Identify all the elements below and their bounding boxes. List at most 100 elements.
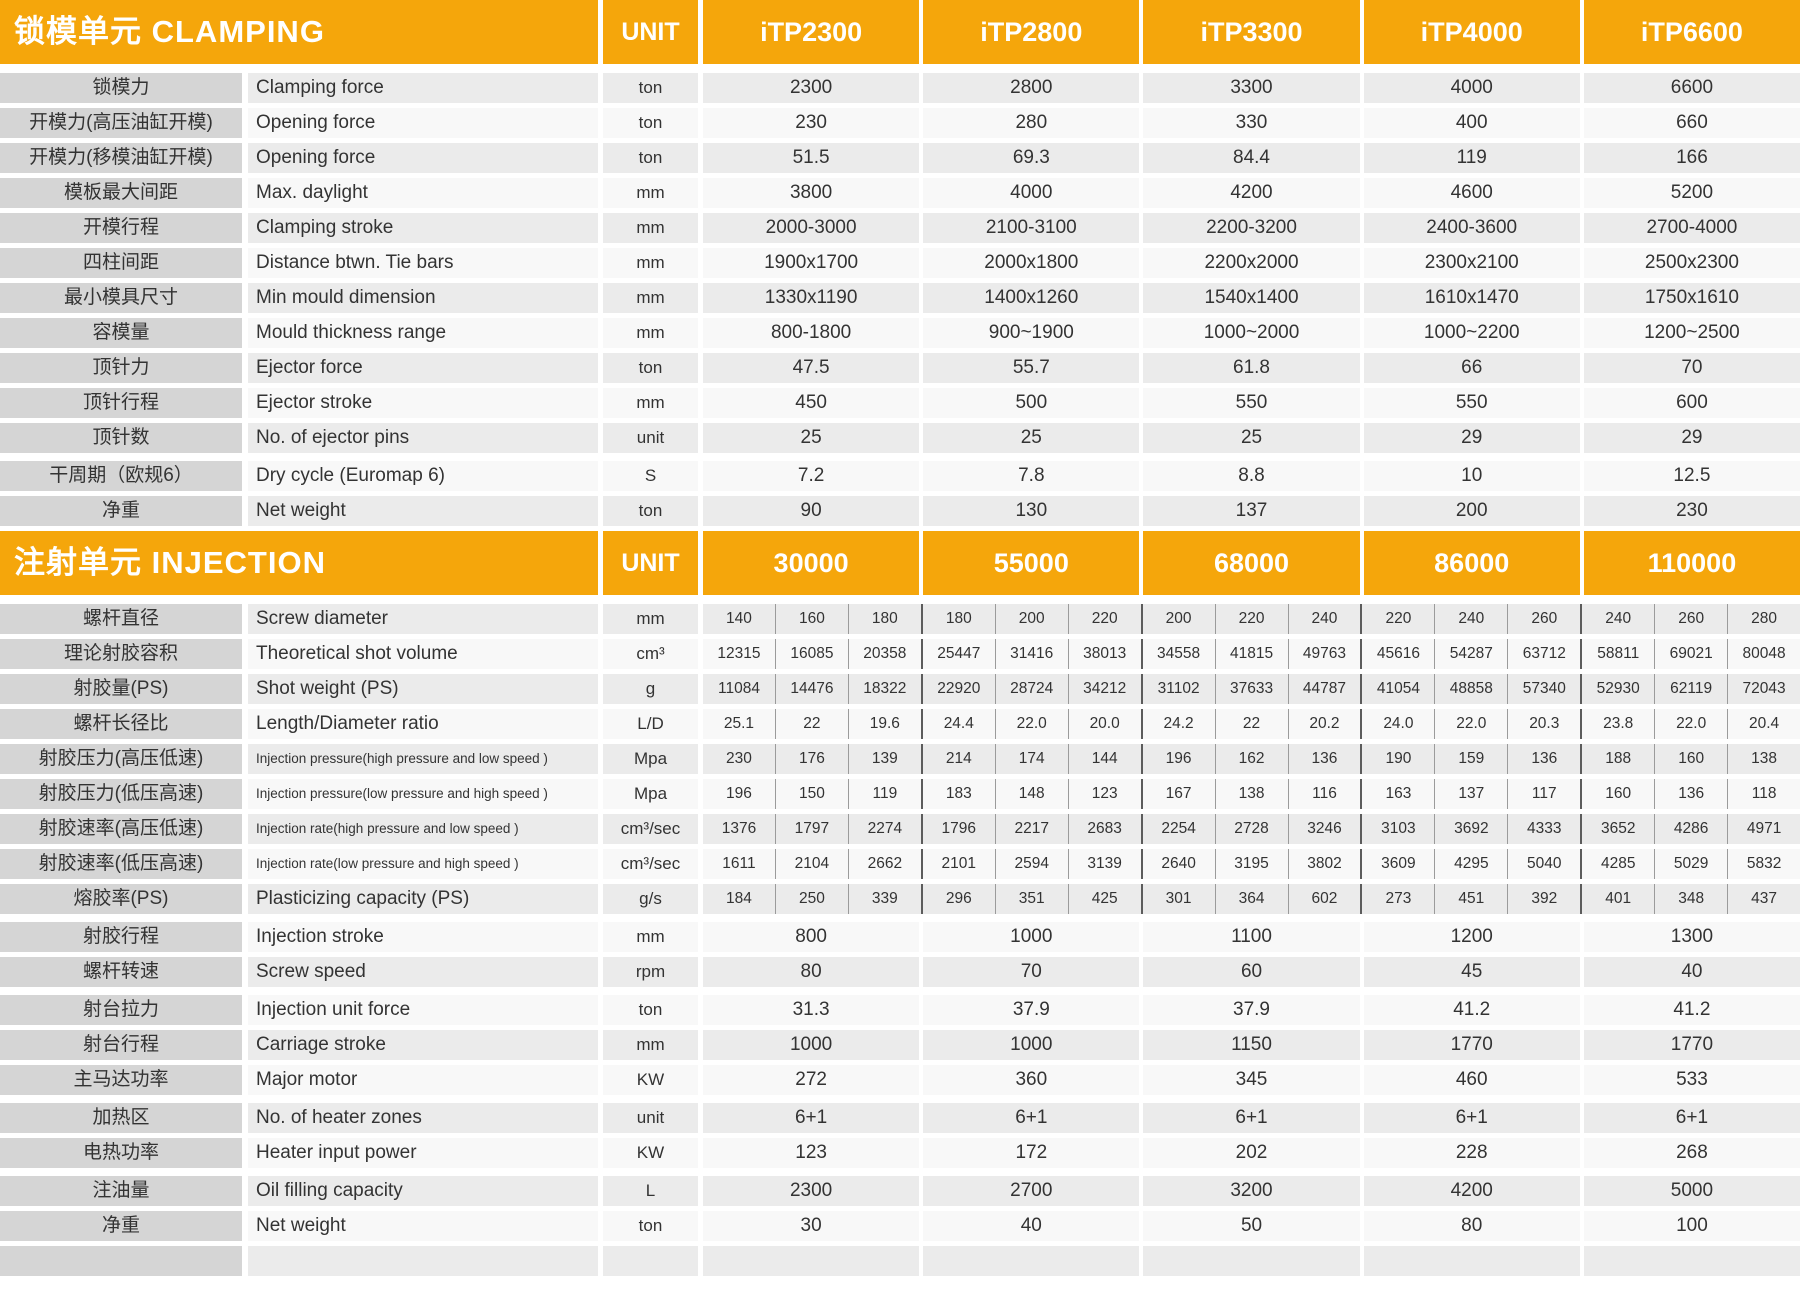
row-value: 100 [1583, 1211, 1800, 1241]
row-value: 2400-3600 [1363, 213, 1580, 243]
row-value: 63712 [1507, 639, 1581, 669]
row-value: 4000 [1363, 73, 1580, 103]
row-value: 550 [1143, 388, 1360, 418]
row-unit: g [603, 674, 698, 704]
row-value: 2728 [1214, 814, 1288, 844]
row-label-en: Plasticizing capacity (PS) [248, 884, 598, 914]
row-label-cn: 开模力(移模油缸开模) [0, 143, 242, 173]
row-value: 136 [1287, 744, 1361, 774]
row-value: 12.5 [1583, 461, 1800, 491]
row-value: 296 [920, 884, 995, 914]
row-values: 1900x1700 2000x1800 2200x2000 2300x2100 2500… [703, 248, 1800, 278]
row-value: 80 [1363, 1211, 1580, 1241]
row-value: 31.3 [703, 995, 920, 1025]
row-value: 22.0 [1654, 709, 1728, 739]
row-unit: mm [603, 283, 698, 313]
row-value: 80 [703, 957, 920, 987]
row-value: 2000-3000 [703, 213, 920, 243]
row-values: 184 250 339 296 351 425 301 364 602 273 451 392 401 3… [703, 884, 1800, 914]
row-label-cn: 熔胶率(PS) [0, 884, 242, 914]
row-label-en: Min mould dimension [248, 283, 598, 313]
row-value: 22.0 [1434, 709, 1508, 739]
row-label-cn: 射台拉力 [0, 995, 242, 1025]
spec-row: 开模力(移模油缸开模) Opening force ton 51.5 69.3 84.4 1… [0, 143, 1800, 173]
row-value: 437 [1727, 884, 1800, 914]
row-value: 60 [1143, 957, 1360, 987]
row-value: 200 [1363, 496, 1580, 526]
spec-row: 净重 Net weight ton 30 40 50 80 100 [0, 1211, 1800, 1241]
row-unit: S [603, 461, 698, 491]
row-value: 48858 [1434, 674, 1508, 704]
model-headers: iTP2300 iTP2800 iTP3300 iTP4000 iTP6600 [703, 0, 1800, 64]
row-value: 144 [1067, 744, 1141, 774]
row-value: 119 [847, 779, 921, 809]
row-value: 230 [703, 108, 920, 138]
row-value: 260 [1507, 604, 1581, 634]
row-label-en: Carriage stroke [248, 1030, 598, 1060]
row-values: 25.1 22 19.6 24.4 22.0 20.0 24.2 22 20.2 24.0 22.0… [703, 709, 1800, 739]
row-value: 1376 [703, 814, 775, 844]
row-value: 11084 [703, 674, 775, 704]
row-values: 47.5 55.7 61.8 66 70 [703, 353, 1800, 383]
row-label-cn: 射胶压力(高压低速) [0, 744, 242, 774]
row-value: 1797 [774, 814, 848, 844]
row-value: 2594 [994, 849, 1068, 879]
row-value: 166 [1583, 143, 1800, 173]
row-value: 150 [774, 779, 848, 809]
spec-row: 理论射胶容积 Theoretical shot volume cm³ 12315 160… [0, 639, 1800, 669]
row-label-cn [0, 1246, 242, 1276]
row-value: 230 [703, 744, 775, 774]
row-value: 1100 [1143, 922, 1360, 952]
row-value: 4971 [1727, 814, 1800, 844]
row-value: 40 [923, 1211, 1140, 1241]
row-values: 90 130 137 200 230 [703, 496, 1800, 526]
row-value: 4333 [1507, 814, 1581, 844]
row-value: 34212 [1067, 674, 1141, 704]
row-value: 45 [1363, 957, 1580, 987]
row-value: 188 [1580, 744, 1655, 774]
model-header: iTP2800 [923, 0, 1140, 64]
row-value: 62119 [1654, 674, 1728, 704]
row-value: 1900x1700 [703, 248, 920, 278]
row-label-cn: 开模行程 [0, 213, 242, 243]
row-unit: mm [603, 922, 698, 952]
row-value: 5200 [1583, 178, 1800, 208]
row-label-en: Clamping stroke [248, 213, 598, 243]
row-label-en: Clamping force [248, 73, 598, 103]
unit-header: UNIT [603, 0, 698, 64]
spec-row: 射台拉力 Injection unit force ton 31.3 37.9 37.9 4… [0, 995, 1800, 1025]
row-values: 31.3 37.9 37.9 41.2 41.2 [703, 995, 1800, 1025]
row-value: 460 [1363, 1065, 1580, 1095]
spec-row: 螺杆直径 Screw diameter mm 140 160 180 180 200 220 20… [0, 604, 1800, 634]
row-unit: mm [603, 178, 698, 208]
row-label-en: Major motor [248, 1065, 598, 1095]
row-value: 22 [774, 709, 848, 739]
row-label-cn: 干周期（欧规6） [0, 461, 242, 491]
row-value: 140 [703, 604, 775, 634]
row-label-en: Ejector stroke [248, 388, 598, 418]
row-value: 23.8 [1580, 709, 1655, 739]
row-value: 6+1 [1363, 1103, 1580, 1133]
row-unit: ton [603, 73, 698, 103]
model-header: 55000 [923, 531, 1140, 595]
row-value: 162 [1214, 744, 1288, 774]
row-label-en: Opening force [248, 108, 598, 138]
row-value: 1300 [1583, 922, 1800, 952]
row-value: 119 [1363, 143, 1580, 173]
row-unit: Mpa [603, 744, 698, 774]
row-value: 20.2 [1287, 709, 1361, 739]
row-label-cn: 螺杆直径 [0, 604, 242, 634]
row-value: 3103 [1360, 814, 1435, 844]
row-value: 202 [1143, 1138, 1360, 1168]
row-value: 167 [1140, 779, 1215, 809]
row-value: 184 [703, 884, 775, 914]
row-value: 2104 [774, 849, 848, 879]
injection-header-row: 注射单元 INJECTION UNIT 30000 55000 68000 86000 11… [0, 531, 1800, 595]
row-value: 228 [1363, 1138, 1580, 1168]
spec-row: 开模行程 Clamping stroke mm 2000-3000 2100-3100 2… [0, 213, 1800, 243]
row-value: 4295 [1434, 849, 1508, 879]
row-value: 176 [774, 744, 848, 774]
row-label-en: Heater input power [248, 1138, 598, 1168]
spec-row: 射胶压力(高压低速) Injection pressure(high pressu… [0, 744, 1800, 774]
